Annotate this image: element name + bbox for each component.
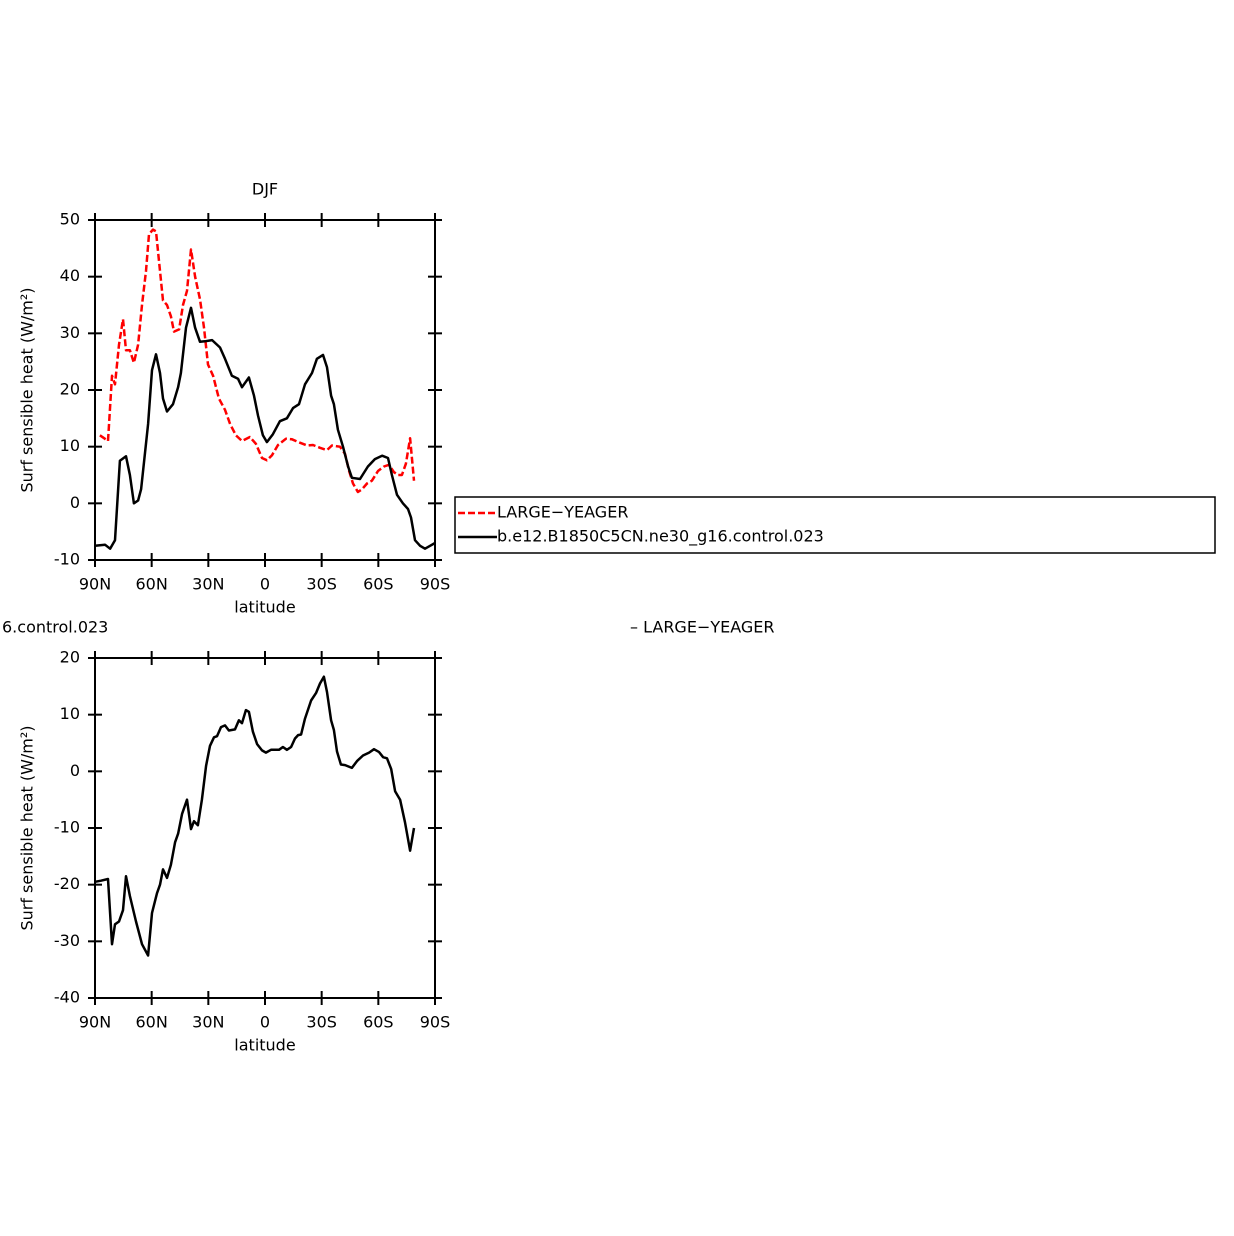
y-axis-label: Surf sensible heat (W/m²) xyxy=(18,287,37,492)
y-tick-label: -30 xyxy=(54,931,80,950)
x-tick-label: 90N xyxy=(79,1013,111,1032)
chart-title: 6.control.023 xyxy=(2,618,108,637)
x-tick-label: 90N xyxy=(79,575,111,594)
y-tick-label: -40 xyxy=(54,988,80,1007)
x-tick-label: 60S xyxy=(363,1013,394,1032)
y-tick-label: 10 xyxy=(60,436,80,455)
plot-frame xyxy=(94,219,436,561)
legend-box xyxy=(454,496,1216,554)
x-tick-label: 60N xyxy=(136,1013,168,1032)
y-tick-label: 20 xyxy=(60,380,80,399)
x-tick-label: 90S xyxy=(420,575,451,594)
y-tick-label: 0 xyxy=(70,761,80,780)
chart-title: – LARGE−YEAGER xyxy=(630,618,775,637)
x-tick-label: 30N xyxy=(192,1013,224,1032)
chart-title: DJF xyxy=(252,180,278,199)
plot-frame xyxy=(94,657,436,999)
x-tick-label: 30N xyxy=(192,575,224,594)
x-tick-label: 30S xyxy=(306,1013,337,1032)
y-tick-label: 50 xyxy=(60,210,80,229)
x-tick-label: 60S xyxy=(363,575,394,594)
x-tick-label: 0 xyxy=(260,1013,270,1032)
y-tick-label: -10 xyxy=(54,818,80,837)
y-tick-label: 20 xyxy=(60,648,80,667)
y-tick-label: 0 xyxy=(70,493,80,512)
x-axis-label: latitude xyxy=(234,1036,295,1055)
x-tick-label: 0 xyxy=(260,575,270,594)
data-line xyxy=(94,675,416,957)
y-tick-label: 10 xyxy=(60,704,80,723)
y-tick-label: 30 xyxy=(60,323,80,342)
data-line xyxy=(99,228,416,494)
y-tick-label: -20 xyxy=(54,874,80,893)
legend-label: b.e12.B1850C5CN.ne30_g16.control.023 xyxy=(497,527,824,547)
x-tick-label: 30S xyxy=(306,575,337,594)
x-axis-label: latitude xyxy=(234,598,295,617)
x-tick-label: 90S xyxy=(420,1013,451,1032)
x-tick-label: 60N xyxy=(136,575,168,594)
legend-label: LARGE−YEAGER xyxy=(497,503,628,522)
y-tick-label: -10 xyxy=(54,550,80,569)
data-line xyxy=(94,306,436,550)
y-axis-label: Surf sensible heat (W/m²) xyxy=(18,725,37,930)
y-tick-label: 40 xyxy=(60,266,80,285)
